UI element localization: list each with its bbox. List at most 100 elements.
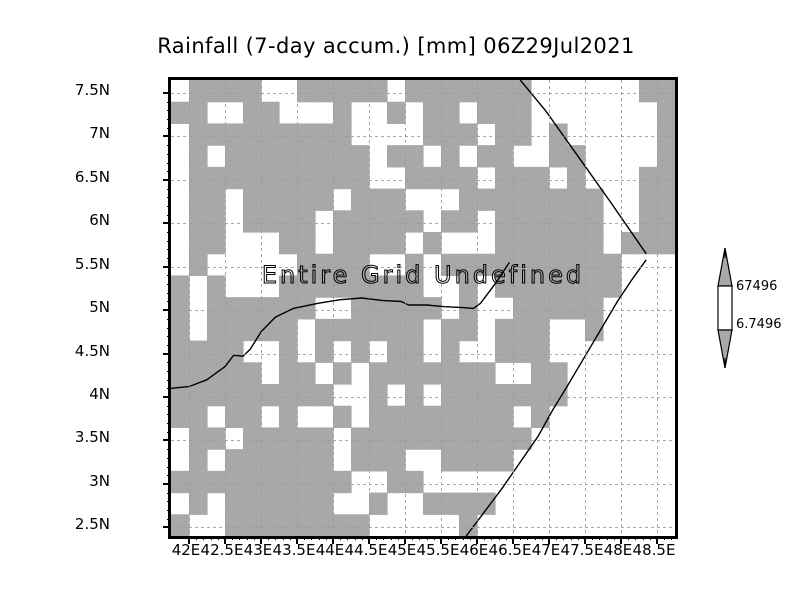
undefined-cell	[171, 514, 190, 536]
x-minor-tick	[325, 536, 327, 540]
undefined-cell	[189, 101, 208, 125]
undefined-cell	[387, 362, 406, 385]
x-minor-tick	[246, 536, 248, 540]
undefined-cell	[441, 492, 460, 515]
undefined-cell	[207, 340, 226, 363]
y-axis-label: 5.5N	[74, 254, 110, 273]
gridline-vertical	[369, 80, 370, 536]
undefined-cell	[333, 253, 352, 277]
undefined-cell	[279, 145, 298, 168]
undefined-cell	[585, 232, 604, 255]
undefined-cell	[315, 188, 334, 211]
y-minor-tick	[167, 336, 171, 338]
x-tick	[476, 536, 478, 544]
undefined-cell	[585, 297, 604, 320]
undefined-cell	[531, 340, 550, 363]
undefined-cell	[369, 318, 388, 342]
x-axis-label: 44.5E	[344, 541, 388, 559]
undefined-cell	[495, 253, 514, 277]
undefined-cell	[333, 362, 352, 385]
undefined-cell	[423, 101, 442, 125]
y-tick	[163, 482, 171, 485]
undefined-cell	[225, 297, 244, 320]
x-minor-tick	[556, 536, 558, 540]
undefined-cell	[513, 427, 532, 450]
undefined-cell	[279, 470, 298, 494]
undefined-cell	[495, 384, 514, 407]
x-tick	[188, 536, 190, 544]
y-minor-tick	[167, 501, 171, 503]
undefined-cell	[171, 297, 190, 320]
undefined-cell	[567, 275, 586, 298]
undefined-cell	[639, 188, 658, 211]
undefined-cell	[315, 253, 334, 277]
x-minor-tick	[649, 536, 651, 540]
undefined-cell	[207, 166, 226, 190]
x-minor-tick	[217, 536, 219, 540]
x-minor-tick	[289, 536, 291, 540]
gridline-horizontal	[171, 180, 675, 181]
gridline-vertical	[657, 80, 658, 536]
undefined-cell	[243, 188, 262, 211]
undefined-cell	[243, 210, 262, 233]
gridline-horizontal	[171, 310, 675, 311]
x-minor-tick	[347, 536, 349, 540]
x-axis-label: 45E	[387, 541, 417, 559]
undefined-cell	[495, 275, 514, 298]
y-minor-tick	[167, 492, 171, 494]
undefined-cell	[495, 232, 514, 255]
undefined-cell	[531, 188, 550, 211]
gridline-horizontal	[171, 267, 675, 268]
undefined-cell	[333, 470, 352, 494]
x-axis-label: 42.5E	[200, 541, 244, 559]
undefined-cell	[189, 210, 208, 233]
undefined-cell	[369, 449, 388, 472]
undefined-cell	[459, 275, 478, 298]
undefined-cell	[261, 145, 280, 168]
undefined-cell	[261, 210, 280, 233]
undefined-cell	[369, 188, 388, 211]
undefined-cell	[459, 253, 478, 277]
undefined-cell	[657, 80, 675, 103]
x-minor-tick	[361, 536, 363, 540]
undefined-cell	[225, 166, 244, 190]
y-tick	[163, 92, 171, 95]
undefined-cell	[531, 384, 550, 407]
x-minor-tick	[397, 536, 399, 540]
undefined-cell	[315, 470, 334, 494]
undefined-cell	[243, 362, 262, 385]
undefined-cell	[639, 166, 658, 190]
undefined-cell	[351, 253, 370, 277]
undefined-cell	[441, 362, 460, 385]
undefined-cell	[441, 123, 460, 146]
undefined-cell	[441, 210, 460, 233]
undefined-cell	[279, 492, 298, 515]
undefined-cell	[297, 449, 316, 472]
gridline-vertical	[585, 80, 586, 536]
undefined-cell	[513, 101, 532, 125]
y-minor-tick	[167, 388, 171, 390]
x-axis-label: 43E	[243, 541, 273, 559]
undefined-cell	[585, 210, 604, 233]
y-minor-tick	[167, 240, 171, 242]
undefined-cell	[171, 275, 190, 298]
undefined-cell	[459, 188, 478, 211]
undefined-cell	[441, 427, 460, 450]
x-minor-tick	[527, 536, 529, 540]
undefined-cell	[531, 318, 550, 342]
undefined-cell	[279, 318, 298, 342]
undefined-cell	[351, 340, 370, 363]
y-minor-tick	[167, 457, 171, 459]
undefined-cell	[333, 318, 352, 342]
y-tick	[163, 352, 171, 355]
undefined-cell	[477, 101, 496, 125]
undefined-cell	[315, 80, 334, 103]
undefined-cell	[459, 405, 478, 429]
undefined-cell	[189, 492, 208, 515]
undefined-cell	[225, 123, 244, 146]
undefined-cell	[585, 275, 604, 298]
undefined-cell	[513, 166, 532, 190]
undefined-cell	[531, 253, 550, 277]
undefined-cell	[351, 297, 370, 320]
undefined-cell	[495, 405, 514, 429]
